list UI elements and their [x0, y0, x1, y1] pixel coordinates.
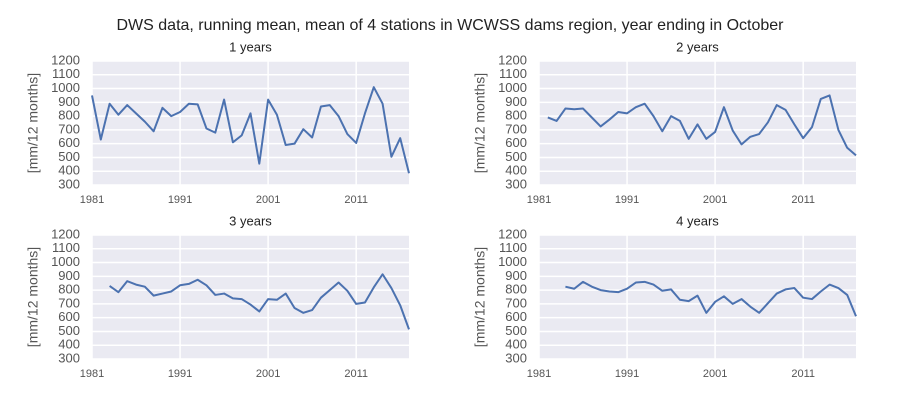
y-tick-label: 600 — [505, 135, 527, 150]
y-axis-label: [mm/12 months] — [472, 247, 488, 347]
x-tick-label: 2001 — [703, 194, 727, 206]
y-tick-label: 900 — [505, 94, 527, 109]
y-tick-label: 1200 — [51, 226, 80, 241]
x-tick-label: 2011 — [791, 368, 815, 380]
subplot-title: 3 years — [229, 213, 272, 228]
y-axis-label: [mm/12 months] — [25, 247, 41, 347]
y-tick-label: 500 — [505, 323, 527, 338]
y-tick-label: 300 — [505, 176, 527, 191]
x-tick-label: 2011 — [344, 194, 368, 206]
plot-background — [92, 235, 409, 359]
x-tick-label: 1991 — [168, 368, 192, 380]
y-tick-label: 700 — [58, 295, 80, 310]
y-tick-label: 800 — [58, 108, 80, 123]
y-tick-label: 1100 — [499, 240, 527, 255]
x-tick-label: 1991 — [615, 368, 639, 380]
x-tick-label: 2011 — [344, 368, 368, 380]
y-tick-label: 800 — [505, 108, 527, 123]
y-axis-label: [mm/12 months] — [472, 73, 488, 173]
y-tick-label: 300 — [58, 350, 80, 365]
y-tick-label: 700 — [58, 121, 80, 136]
y-tick-label: 400 — [505, 337, 527, 352]
y-tick-label: 500 — [58, 323, 80, 338]
x-tick-label: 1991 — [615, 194, 639, 206]
y-tick-label: 1100 — [499, 66, 527, 81]
y-tick-label: 600 — [505, 309, 527, 324]
y-tick-label: 1000 — [51, 80, 80, 95]
y-tick-label: 800 — [505, 282, 527, 297]
y-tick-label: 1100 — [52, 66, 80, 81]
y-tick-label: 900 — [58, 268, 80, 283]
y-tick-label: 1100 — [52, 240, 80, 255]
x-tick-label: 1991 — [168, 194, 192, 206]
y-tick-label: 1000 — [498, 254, 527, 269]
x-tick-label: 2001 — [703, 368, 727, 380]
subplot-title: 2 years — [676, 39, 719, 54]
x-tick-label: 2011 — [791, 194, 815, 206]
y-tick-label: 300 — [505, 350, 527, 365]
data-line — [565, 280, 857, 317]
y-tick-label: 400 — [505, 163, 527, 178]
plot-background — [539, 61, 856, 185]
y-tick-label: 700 — [505, 295, 527, 310]
x-tick-label: 1981 — [527, 368, 551, 380]
data-line — [547, 94, 857, 157]
data-line — [91, 86, 410, 174]
x-tick-label: 1981 — [80, 194, 104, 206]
y-tick-label: 800 — [58, 282, 80, 297]
y-tick-label: 600 — [58, 135, 80, 150]
y-tick-label: 600 — [58, 309, 80, 324]
y-axis-label: [mm/12 months] — [25, 73, 41, 173]
x-tick-label: 1981 — [80, 368, 104, 380]
y-tick-label: 300 — [58, 176, 80, 191]
subplot-title: 1 years — [229, 39, 272, 54]
figure-title: DWS data, running mean, mean of 4 statio… — [117, 17, 785, 34]
data-line — [109, 273, 410, 330]
y-tick-label: 900 — [58, 94, 80, 109]
subplot-title: 4 years — [676, 213, 719, 228]
y-tick-label: 1000 — [498, 80, 527, 95]
y-tick-label: 400 — [58, 337, 80, 352]
x-tick-label: 2001 — [256, 194, 280, 206]
x-tick-label: 1981 — [527, 194, 551, 206]
y-tick-label: 500 — [58, 149, 80, 164]
x-tick-label: 2001 — [256, 368, 280, 380]
y-tick-label: 500 — [505, 149, 527, 164]
y-tick-label: 1200 — [51, 52, 80, 67]
y-tick-label: 400 — [58, 163, 80, 178]
y-tick-label: 1200 — [498, 226, 527, 241]
y-tick-label: 900 — [505, 268, 527, 283]
y-tick-label: 1200 — [498, 52, 527, 67]
y-tick-label: 1000 — [51, 254, 80, 269]
y-tick-label: 700 — [505, 121, 527, 136]
